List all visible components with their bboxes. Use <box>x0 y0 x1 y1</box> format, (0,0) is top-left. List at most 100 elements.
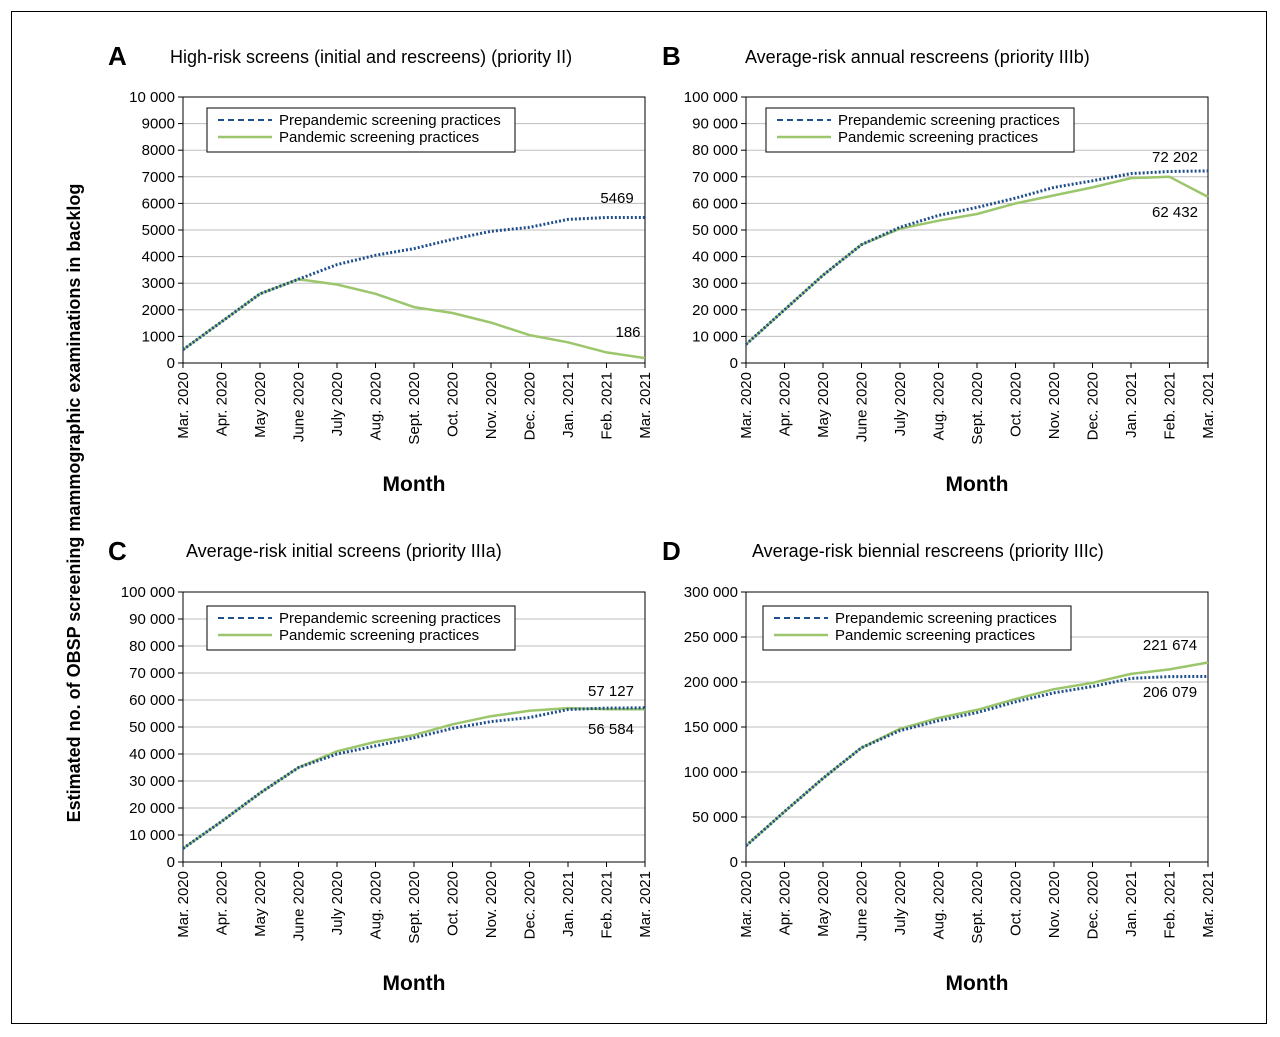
panel-a-xtick-label: Jan. 2021 <box>560 372 577 438</box>
panel-a-xtick-label: Oct. 2020 <box>445 372 462 437</box>
panel-c-xtick-label: May 2020 <box>252 871 269 937</box>
panel-d-end-value-label: 206 079 <box>1143 684 1197 701</box>
panel-b-ytick-label: 80 000 <box>692 142 738 159</box>
panel-b-ytick-label: 40 000 <box>692 249 738 266</box>
y-axis-label: Estimated no. of OBSP screening mammogra… <box>64 184 84 823</box>
panel-c-ytick-label: 50 000 <box>129 719 175 736</box>
panel-d-xtick-label: May 2020 <box>815 871 832 937</box>
panel-a-ytick-label: 7000 <box>142 169 175 186</box>
panel-b-letter: B <box>662 41 681 71</box>
panel-c-xtick-label: June 2020 <box>291 871 308 941</box>
panel-d-xtick-label: Dec. 2020 <box>1085 871 1102 939</box>
panel-b-xtick-label: Mar. 2021 <box>1200 372 1217 439</box>
panel-c-legend-pandemic-label: Pandemic screening practices <box>279 627 479 644</box>
panel-a-prepandemic-line <box>182 216 645 351</box>
panel-a-xtick-label: July 2020 <box>329 372 346 436</box>
panel-b-legend-prepandemic-label: Prepandemic screening practices <box>838 112 1060 129</box>
panel-d-xtick-label: Sept. 2020 <box>969 871 986 944</box>
panel-d-xtick-label: Nov. 2020 <box>1046 871 1063 938</box>
panel-b-xtick-label: May 2020 <box>815 372 832 438</box>
panel-a-xtick-label: Sept. 2020 <box>406 372 423 445</box>
panel-b-ytick-label: 60 000 <box>692 195 738 212</box>
panel-c-ytick-label: 60 000 <box>129 692 175 709</box>
panel-a-pandemic-line <box>182 277 646 360</box>
panel-d-ytick-label: 0 <box>730 854 738 871</box>
panel-d-xtick-label: Jan. 2021 <box>1123 871 1140 937</box>
panel-d-xtick-label: Mar. 2021 <box>1200 871 1217 938</box>
panel-a-xtick-label: May 2020 <box>252 372 269 438</box>
panel-d-prepandemic-line <box>745 675 1209 847</box>
panel-b-ytick-label: 90 000 <box>692 116 738 133</box>
panel-c-end-value-label: 56 584 <box>588 721 634 738</box>
panel-c-legend-prepandemic-label: Prepandemic screening practices <box>279 610 501 627</box>
panel-b-xtick-label: Mar. 2020 <box>738 372 755 439</box>
panel-c-ytick-label: 20 000 <box>129 800 175 817</box>
panel-a-x-axis-label: Month <box>383 473 446 496</box>
panel-b-pandemic-line <box>745 175 1209 346</box>
panel-a-xtick-label: June 2020 <box>291 372 308 442</box>
panel-c-xtick-label: Mar. 2020 <box>175 871 192 938</box>
panel-c-pandemic-line <box>182 706 645 850</box>
panel-d-x-axis-label: Month <box>946 972 1009 995</box>
panel-b-ytick-label: 50 000 <box>692 222 738 239</box>
panel-b-xtick-label: Aug. 2020 <box>931 372 948 440</box>
panel-b-x-axis-label: Month <box>946 473 1009 496</box>
panel-c-prepandemic-line <box>182 706 646 850</box>
panel-d-xtick-label: Aug. 2020 <box>931 871 948 939</box>
panel-c-title: Average-risk initial screens (priority I… <box>186 541 502 561</box>
panel-d-xtick-label: June 2020 <box>854 871 871 941</box>
panel-c-legend <box>206 605 516 651</box>
figure-frame <box>11 11 1267 1024</box>
panel-a-ytick-label: 1000 <box>142 328 175 345</box>
panel-d-xtick-label: Oct. 2020 <box>1008 871 1025 936</box>
panel-a-xtick-label: Dec. 2020 <box>522 372 539 440</box>
panel-b-xtick-label: Dec. 2020 <box>1085 372 1102 440</box>
panel-a-xtick-label: Apr. 2020 <box>214 372 231 436</box>
panel-b-ytick-label: 20 000 <box>692 302 738 319</box>
panel-b-legend-pandemic-label: Pandemic screening practices <box>838 129 1038 146</box>
panel-b-xtick-label: Oct. 2020 <box>1008 372 1025 437</box>
panel-a-xtick-label: Nov. 2020 <box>483 372 500 439</box>
panel-c-xtick-label: Jan. 2021 <box>560 871 577 937</box>
panel-d-ytick-label: 250 000 <box>684 629 738 646</box>
panel-a-xtick-label: Mar. 2020 <box>175 372 192 439</box>
panel-c-xtick-label: Feb. 2021 <box>599 871 616 939</box>
panel-d-ytick-label: 50 000 <box>692 809 738 826</box>
panel-a-ytick-label: 10 000 <box>129 89 175 106</box>
panel-c-letter: C <box>108 536 127 566</box>
panel-a-xtick-label: Mar. 2021 <box>637 372 654 439</box>
panel-b-ytick-label: 0 <box>730 355 738 372</box>
panel-c-xtick-label: Dec. 2020 <box>522 871 539 939</box>
panel-b-xtick-label: Apr. 2020 <box>777 372 794 436</box>
panel-c-xtick-label: Nov. 2020 <box>483 871 500 938</box>
panel-b-title: Average-risk annual rescreens (priority … <box>745 47 1090 67</box>
panel-a-title: High-risk screens (initial and rescreens… <box>170 47 572 67</box>
panel-c-xtick-label: Mar. 2021 <box>637 871 654 938</box>
panel-d-legend <box>762 605 1072 651</box>
panel-a-ytick-label: 3000 <box>142 275 175 292</box>
panel-c-x-axis-label: Month <box>383 972 446 995</box>
panel-d-xtick-label: July 2020 <box>892 871 909 935</box>
panel-d-ytick-label: 150 000 <box>684 719 738 736</box>
panel-a-ytick-label: 4000 <box>142 249 175 266</box>
panel-c-xtick-label: Sept. 2020 <box>406 871 423 944</box>
panel-a-ytick-label: 9000 <box>142 116 175 133</box>
panel-d-xtick-label: Mar. 2020 <box>738 871 755 938</box>
panel-b-ytick-label: 70 000 <box>692 169 738 186</box>
panel-b-end-value-label: 72 202 <box>1152 149 1198 166</box>
panel-c-ytick-label: 70 000 <box>129 665 175 682</box>
panel-b-end-value-label: 62 432 <box>1152 204 1198 221</box>
panel-d-xtick-label: Apr. 2020 <box>777 871 794 935</box>
panel-c-ytick-label: 40 000 <box>129 746 175 763</box>
panel-b-xtick-label: July 2020 <box>892 372 909 436</box>
panel-a-end-value-label: 186 <box>615 324 640 341</box>
panel-c-xtick-label: Aug. 2020 <box>368 871 385 939</box>
panel-d-ytick-label: 200 000 <box>684 674 738 691</box>
panel-a-letter: A <box>108 41 127 71</box>
panel-b-ytick-label: 100 000 <box>684 89 738 106</box>
panel-d-pandemic-line <box>745 661 1209 847</box>
panel-c-ytick-label: 90 000 <box>129 611 175 628</box>
panel-c-ytick-label: 80 000 <box>129 638 175 655</box>
panel-c-end-value-label: 57 127 <box>588 683 634 700</box>
